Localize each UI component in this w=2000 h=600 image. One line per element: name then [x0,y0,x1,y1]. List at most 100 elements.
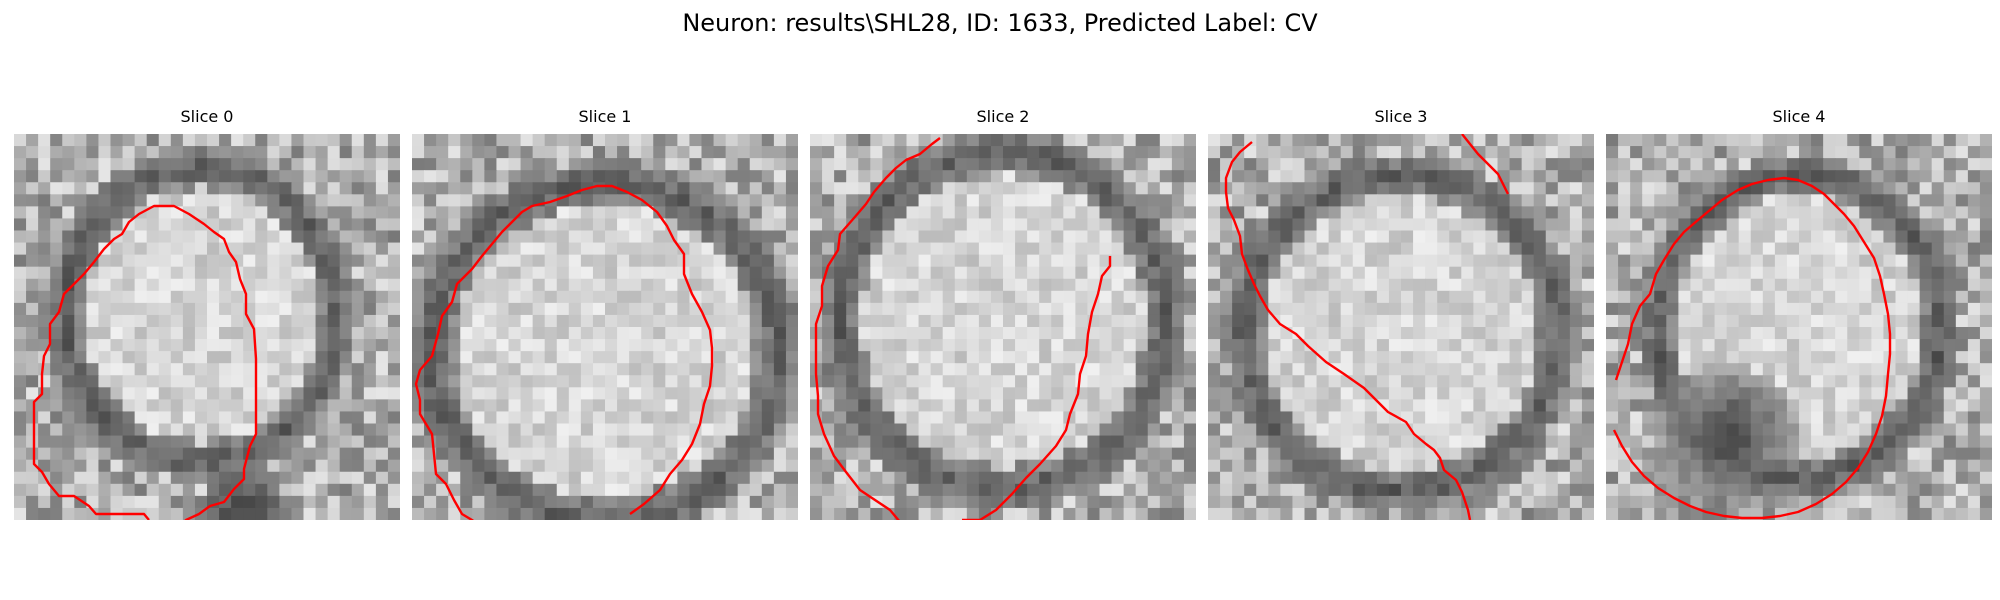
pixel [834,339,847,352]
pixel [1401,158,1414,171]
pixel [1376,495,1390,509]
pixel [1292,218,1306,232]
pixel [38,459,51,473]
pixel [1545,351,1559,364]
pixel [1376,242,1390,256]
pixel [1051,230,1064,244]
pixel [1919,146,1933,159]
pixel [243,170,256,183]
pixel [1075,218,1089,232]
pixel [86,242,100,256]
pixel [1557,194,1571,207]
pixel [1159,483,1173,497]
pixel [592,242,606,256]
pixel [1799,423,1812,437]
pixel [134,435,148,449]
pixel [1738,206,1752,220]
pixel [1280,182,1294,195]
pixel [1183,218,1196,232]
pixel [1533,194,1547,207]
pixel [1256,278,1269,292]
pixel [1835,242,1848,256]
pixel [38,314,51,328]
pixel [1618,242,1631,256]
pixel [1726,363,1740,376]
pixel [170,302,184,316]
pixel [1292,254,1306,268]
pixel [1497,351,1511,364]
pixel [665,254,678,268]
pixel [267,218,280,232]
pixel [1569,242,1583,256]
pixel [1654,363,1667,376]
pixel [1569,302,1583,316]
pixel [1087,134,1101,147]
pixel [74,507,87,520]
pixel [1208,302,1221,316]
pixel [689,363,703,376]
pixel [122,435,136,449]
pixel [303,399,317,413]
pixel [1545,170,1559,183]
pixel [1726,266,1740,280]
pixel [219,471,232,485]
pixel [412,351,425,364]
pixel [219,423,232,437]
pixel [14,399,27,413]
pixel [701,471,715,485]
pixel [1967,242,1981,256]
pixel [1099,194,1113,207]
pixel [1147,339,1161,352]
pixel [315,134,329,147]
pixel [387,363,400,376]
pixel [761,146,775,159]
pixel [74,447,87,461]
pixel [62,375,75,388]
pixel [580,230,594,244]
pixel [1075,314,1089,328]
pixel [1147,495,1161,509]
pixel [713,194,727,207]
pixel [1003,146,1016,159]
pixel [50,170,63,183]
pixel [990,447,1004,461]
pixel [74,483,87,497]
pixel [1376,146,1390,159]
pixel [1931,375,1945,388]
pixel [1376,266,1390,280]
pixel [1171,206,1185,220]
pixel [1075,483,1089,497]
pixel [568,447,582,461]
pixel [170,182,184,195]
pixel [1087,254,1101,268]
pixel [1135,471,1149,485]
pixel [1147,134,1161,147]
pixel [62,411,75,425]
pixel [906,435,920,449]
pixel [592,435,606,449]
pixel [1292,363,1306,376]
pixel [966,507,980,520]
pixel [858,483,871,497]
pixel [1955,302,1969,316]
pixel [1376,278,1390,292]
pixel [50,363,63,376]
pixel [918,447,932,461]
pixel [1726,218,1740,232]
pixel [1823,375,1836,388]
pixel [930,327,944,340]
pixel [918,242,932,256]
pixel [1738,230,1752,244]
pixel [1099,351,1113,364]
pixel [725,242,739,256]
pixel [291,411,305,425]
pixel [255,351,268,364]
pixel [1979,134,1992,147]
pixel [472,423,485,437]
pixel [1388,254,1402,268]
pixel [1786,194,1800,207]
pixel [1895,254,1909,268]
pixel [1111,314,1125,328]
pixel [1847,170,1860,183]
pixel [978,495,992,509]
